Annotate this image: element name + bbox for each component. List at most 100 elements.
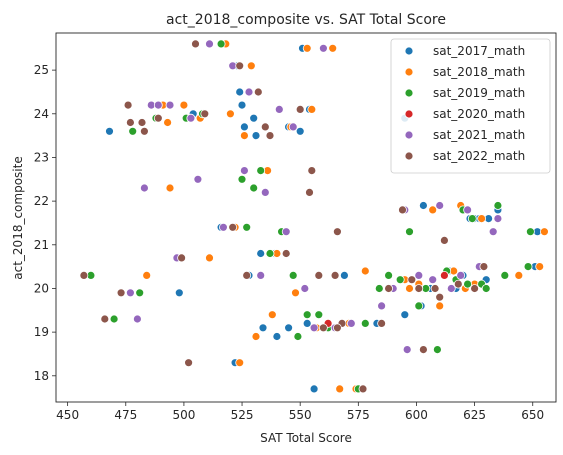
data-point-sat-2017-math	[309, 384, 319, 394]
data-point-sat-2018-math	[251, 332, 261, 341]
data-point-sat-2022-math	[139, 126, 149, 136]
y-tick-label: 22	[34, 194, 49, 208]
data-point-sat-2019-math	[109, 314, 119, 324]
data-point-sat-2019-math	[432, 345, 442, 355]
data-point-sat-2019-math	[384, 270, 394, 280]
data-point-sat-2021-math	[288, 122, 298, 132]
data-point-sat-2019-math	[395, 275, 405, 285]
x-tick-label: 650	[521, 408, 544, 422]
data-point-sat-2022-math	[330, 270, 340, 280]
legend-label: sat_2018_math	[433, 65, 525, 79]
data-point-sat-2018-math	[267, 310, 277, 320]
data-point-sat-2018-math	[142, 270, 152, 280]
data-point-sat-2019-math	[405, 227, 414, 237]
data-point-sat-2019-math	[414, 301, 424, 311]
data-point-sat-2021-math	[139, 183, 149, 193]
data-point-sat-2021-math	[281, 227, 291, 237]
data-point-sat-2019-math	[493, 201, 503, 210]
data-point-sat-2019-math	[242, 222, 252, 232]
data-point-sat-2022-math	[305, 187, 314, 197]
data-point-sat-2017-math	[174, 288, 184, 298]
y-tick-label: 20	[34, 281, 49, 295]
data-point-sat-2022-math	[318, 323, 328, 333]
y-tick-label: 18	[34, 369, 49, 383]
data-point-sat-2021-math	[165, 100, 175, 110]
data-point-sat-2022-math	[184, 358, 194, 368]
data-point-sat-2018-math	[360, 266, 370, 276]
data-point-sat-2017-math	[105, 126, 114, 136]
legend-label: sat_2020_math	[433, 107, 525, 121]
data-point-sat-2022-math	[137, 118, 147, 127]
data-point-sat-2017-math	[256, 249, 266, 258]
data-point-sat-2022-math	[177, 253, 187, 263]
data-point-sat-2019-math	[265, 249, 275, 258]
data-point-sat-2017-math	[235, 87, 245, 97]
data-point-sat-2021-math	[446, 284, 456, 293]
data-point-sat-2019-math	[314, 310, 324, 320]
data-point-sat-2018-math	[163, 118, 173, 127]
data-point-sat-2022-math	[332, 227, 342, 237]
data-point-sat-2017-math	[339, 270, 349, 280]
legend-label: sat_2021_math	[433, 128, 525, 142]
data-point-sat-2022-math	[153, 113, 163, 123]
data-point-sat-2019-math	[128, 126, 138, 136]
data-point-sat-2018-math	[435, 301, 445, 311]
x-axis-label: SAT Total Score	[260, 431, 352, 445]
data-point-sat-2021-math	[256, 270, 266, 280]
data-point-sat-2022-math	[418, 345, 428, 355]
data-point-sat-2019-math	[302, 310, 312, 320]
data-point-sat-2022-math	[307, 166, 317, 176]
legend-marker	[404, 151, 414, 161]
x-tick-label: 450	[56, 408, 79, 422]
data-point-sat-2017-math	[237, 100, 247, 110]
data-point-sat-2022-math	[116, 288, 126, 298]
data-point-sat-2018-math	[246, 61, 256, 71]
data-point-sat-2022-math	[358, 384, 368, 394]
data-point-sat-2019-math	[256, 166, 266, 176]
data-point-sat-2021-math	[125, 288, 135, 298]
data-point-sat-2022-math	[295, 105, 305, 114]
legend-marker	[404, 130, 414, 140]
legend-label: sat_2017_math	[433, 44, 525, 58]
data-point-sat-2022-math	[332, 323, 342, 333]
y-tick-label: 25	[34, 63, 49, 77]
legend-label: sat_2022_math	[433, 149, 525, 163]
data-point-sat-2017-math	[295, 126, 305, 136]
data-point-sat-2017-math	[251, 131, 261, 141]
x-tick-label: 575	[347, 408, 370, 422]
data-point-sat-2022-math	[479, 262, 489, 272]
data-point-sat-2020-math	[439, 270, 449, 280]
data-point-sat-2021-math	[218, 222, 228, 232]
data-point-sat-2019-math	[288, 270, 298, 280]
data-point-sat-2021-math	[488, 227, 498, 237]
legend-marker	[404, 88, 414, 98]
data-point-sat-2018-math	[239, 131, 249, 141]
data-point-sat-2021-math	[428, 275, 438, 285]
data-point-sat-2021-math	[132, 314, 142, 324]
data-point-sat-2022-math	[439, 235, 449, 245]
y-tick-label: 19	[34, 325, 49, 339]
x-tick-label: 500	[172, 408, 195, 422]
data-point-sat-2022-math	[79, 270, 89, 280]
data-point-sat-2022-math	[384, 284, 394, 293]
data-point-sat-2022-math	[242, 270, 252, 280]
data-point-sat-2022-math	[125, 118, 135, 127]
data-point-sat-2022-math	[200, 109, 210, 119]
data-point-sat-2022-math	[260, 122, 270, 132]
data-point-sat-2019-math	[237, 174, 247, 184]
data-point-sat-2022-math	[191, 39, 200, 49]
data-point-sat-2018-math	[540, 227, 549, 237]
data-point-sat-2021-math	[153, 100, 163, 110]
data-point-sat-2021-math	[193, 174, 203, 184]
legend-marker	[404, 67, 414, 77]
data-point-sat-2022-math	[398, 205, 407, 215]
data-point-sat-2021-math	[244, 87, 254, 97]
data-point-sat-2022-math	[314, 270, 324, 280]
data-point-sat-2022-math	[407, 275, 417, 285]
x-tick-label: 625	[463, 408, 486, 422]
data-point-sat-2017-math	[258, 323, 268, 333]
legend-marker	[404, 46, 414, 56]
data-point-sat-2022-math	[430, 284, 440, 293]
data-point-sat-2021-math	[414, 270, 424, 280]
